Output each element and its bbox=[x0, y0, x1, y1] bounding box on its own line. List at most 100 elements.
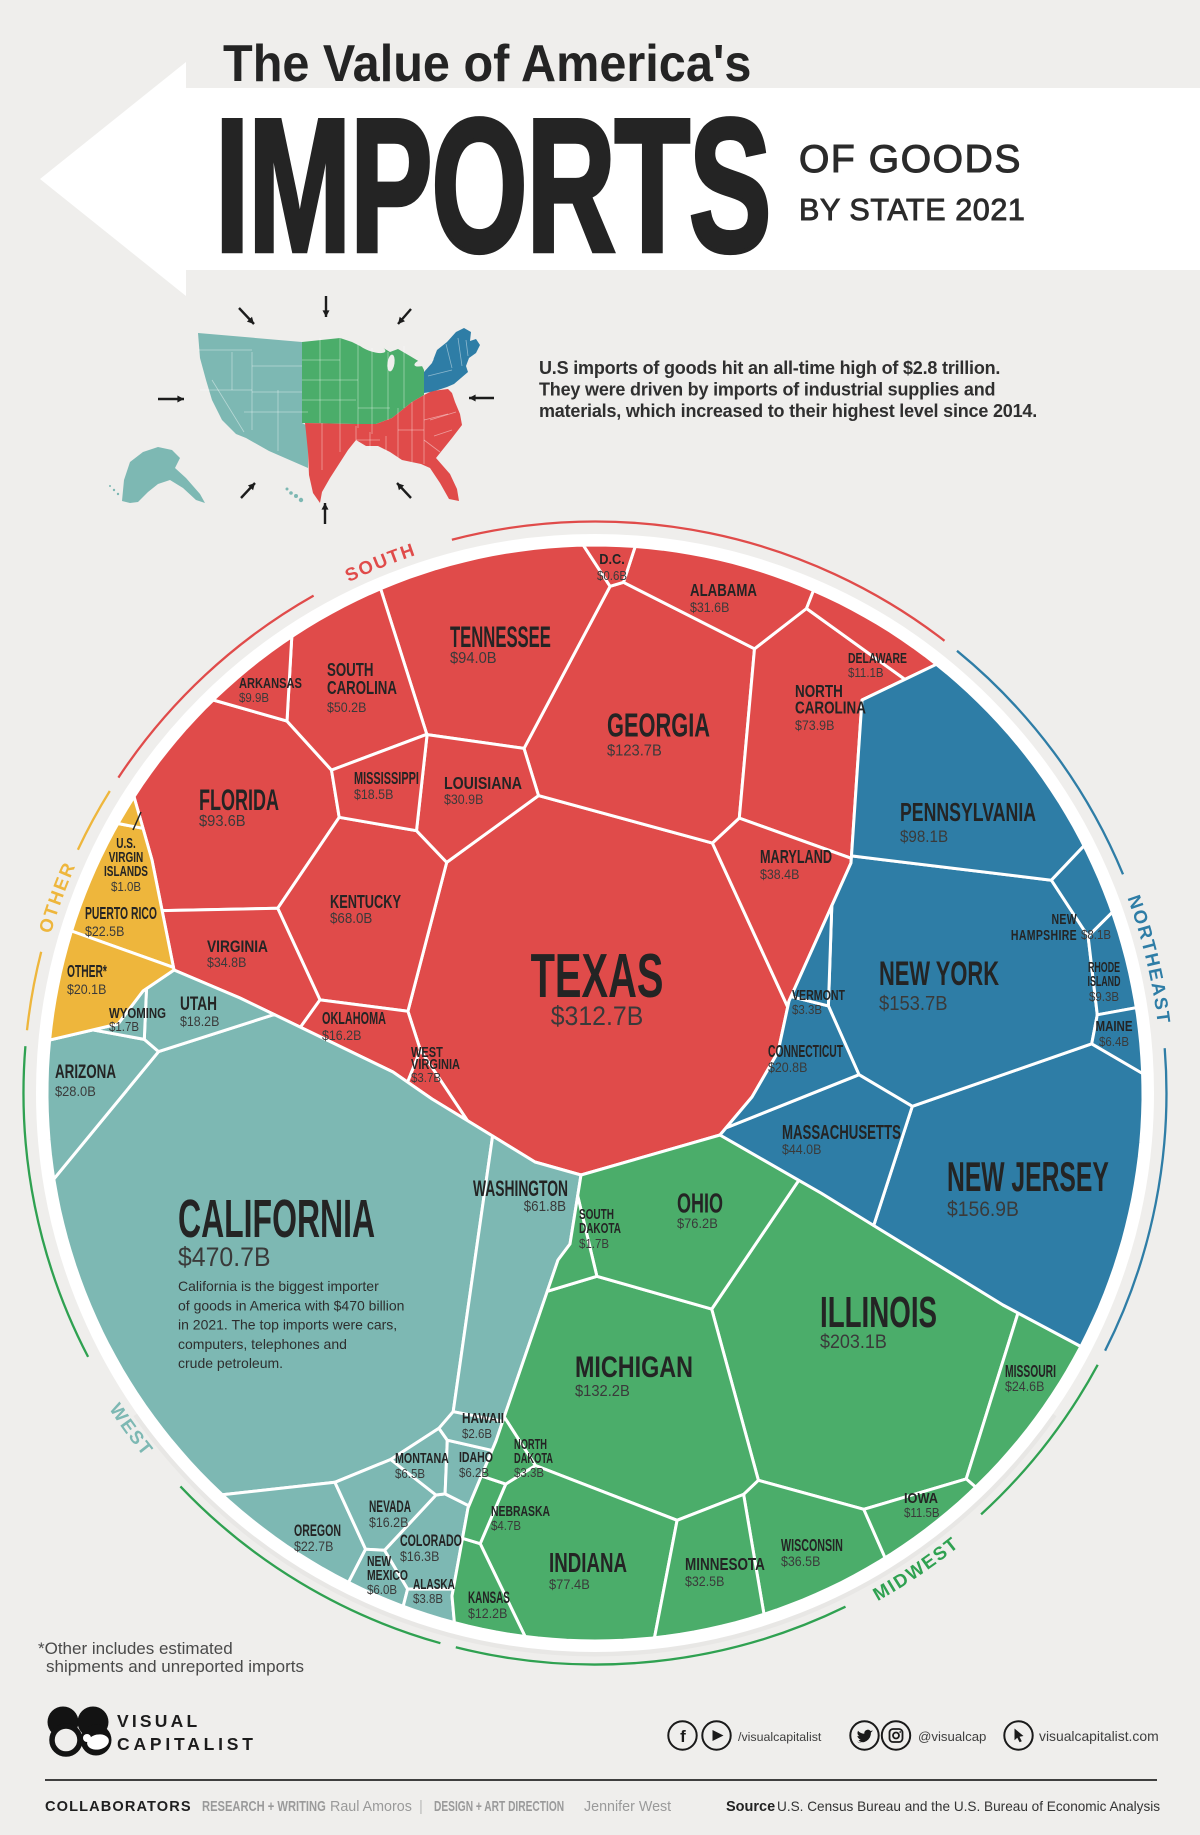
svg-text:COLORADO: COLORADO bbox=[400, 1532, 462, 1551]
svg-text:HAMPSHIRE: HAMPSHIRE bbox=[1011, 926, 1077, 943]
svg-text:Source: Source bbox=[726, 1799, 775, 1815]
svg-text:f: f bbox=[680, 1727, 686, 1746]
svg-text:visualcapitalist.com: visualcapitalist.com bbox=[1039, 1728, 1159, 1744]
svg-text:$156.9B: $156.9B bbox=[947, 1198, 1019, 1221]
svg-text:MARYLAND: MARYLAND bbox=[760, 848, 832, 868]
svg-text:VIRGINIA: VIRGINIA bbox=[207, 938, 268, 957]
svg-text:ARKANSAS: ARKANSAS bbox=[239, 674, 302, 691]
svg-text:KANSAS: KANSAS bbox=[468, 1587, 510, 1607]
svg-text:$20.1B: $20.1B bbox=[67, 982, 106, 998]
svg-text:IMPORTS: IMPORTS bbox=[215, 79, 770, 291]
svg-text:COLLABORATORS: COLLABORATORS bbox=[45, 1799, 192, 1815]
svg-text:KENTUCKY: KENTUCKY bbox=[330, 893, 401, 913]
svg-text:$0.6B: $0.6B bbox=[597, 569, 627, 584]
svg-text:WASHINGTON: WASHINGTON bbox=[473, 1176, 568, 1201]
svg-text:|: | bbox=[419, 1798, 423, 1815]
svg-text:GEORGIA: GEORGIA bbox=[607, 707, 710, 744]
svg-text:$9.9B: $9.9B bbox=[239, 691, 269, 706]
svg-text:VERMONT: VERMONT bbox=[792, 986, 845, 1003]
svg-text:NORTH: NORTH bbox=[514, 1436, 547, 1453]
svg-text:$2.6B: $2.6B bbox=[462, 1427, 492, 1442]
svg-text:$18.5B: $18.5B bbox=[354, 787, 393, 803]
svg-text:HAWAII: HAWAII bbox=[462, 1410, 504, 1427]
svg-text:$77.4B: $77.4B bbox=[549, 1577, 590, 1593]
svg-text:OTHER*: OTHER* bbox=[67, 962, 107, 982]
svg-text:$44.0B: $44.0B bbox=[782, 1142, 821, 1158]
svg-text:DELAWARE: DELAWARE bbox=[848, 649, 907, 666]
svg-text:$30.9B: $30.9B bbox=[444, 792, 483, 808]
svg-text:$153.7B: $153.7B bbox=[879, 993, 948, 1015]
svg-text:NORTH: NORTH bbox=[795, 682, 843, 701]
svg-text:VIRGIN: VIRGIN bbox=[109, 848, 144, 866]
svg-text:of goods in America with $470: of goods in America with $470 billion bbox=[178, 1297, 404, 1313]
svg-text:ARIZONA: ARIZONA bbox=[55, 1061, 116, 1083]
svg-text:$470.7B: $470.7B bbox=[178, 1243, 271, 1272]
svg-text:ALABAMA: ALABAMA bbox=[690, 581, 757, 600]
svg-text:$34.8B: $34.8B bbox=[207, 955, 246, 971]
svg-text:OF GOODS: OF GOODS bbox=[799, 138, 1022, 181]
svg-text:LOUISIANA: LOUISIANA bbox=[444, 773, 522, 793]
svg-text:$16.2B: $16.2B bbox=[369, 1515, 408, 1531]
svg-text:materials, which increased to: materials, which increased to their high… bbox=[539, 401, 1037, 421]
svg-text:in 2021. The top imports were: in 2021. The top imports were cars, bbox=[178, 1317, 397, 1333]
svg-text:$61.8B: $61.8B bbox=[524, 1197, 566, 1214]
svg-text:$98.1B: $98.1B bbox=[900, 828, 948, 846]
svg-text:$8.1B: $8.1B bbox=[1081, 928, 1111, 943]
svg-text:$76.2B: $76.2B bbox=[677, 1216, 718, 1232]
svg-text:$38.4B: $38.4B bbox=[760, 867, 799, 883]
svg-text:$312.7B: $312.7B bbox=[551, 1002, 644, 1031]
svg-text:$1.7B: $1.7B bbox=[109, 1020, 139, 1035]
svg-text:MAINE: MAINE bbox=[1095, 1018, 1132, 1035]
svg-text:NEW JERSEY: NEW JERSEY bbox=[947, 1155, 1109, 1201]
svg-text:CAPITALIST: CAPITALIST bbox=[117, 1734, 257, 1754]
svg-text:$6.4B: $6.4B bbox=[1099, 1035, 1129, 1050]
svg-text:VIRGINIA: VIRGINIA bbox=[411, 1055, 460, 1072]
svg-text:$11.5B: $11.5B bbox=[904, 1506, 940, 1521]
svg-text:MONTANA: MONTANA bbox=[395, 1449, 449, 1466]
svg-text:PENNSYLVANIA: PENNSYLVANIA bbox=[900, 798, 1036, 827]
svg-text:$22.7B: $22.7B bbox=[294, 1539, 333, 1555]
svg-text:WYOMING: WYOMING bbox=[109, 1004, 166, 1021]
svg-text:$20.8B: $20.8B bbox=[768, 1060, 807, 1076]
svg-text:MISSISSIPPI: MISSISSIPPI bbox=[354, 769, 419, 788]
svg-text:$3.7B: $3.7B bbox=[411, 1071, 441, 1086]
svg-text:NEBRASKA: NEBRASKA bbox=[491, 1502, 550, 1519]
svg-text:SOUTH: SOUTH bbox=[327, 661, 373, 680]
svg-text:shipments and unreported impor: shipments and unreported imports bbox=[46, 1657, 304, 1676]
svg-text:$16.2B: $16.2B bbox=[322, 1028, 361, 1044]
svg-text:MINNESOTA: MINNESOTA bbox=[685, 1555, 765, 1574]
svg-text:ILLINOIS: ILLINOIS bbox=[820, 1288, 937, 1337]
svg-text:IDAHO: IDAHO bbox=[459, 1448, 493, 1465]
svg-text:$32.5B: $32.5B bbox=[685, 1574, 724, 1590]
svg-text:$6.0B: $6.0B bbox=[367, 1583, 397, 1598]
svg-text:MISSOURI: MISSOURI bbox=[1005, 1362, 1056, 1382]
svg-text:$22.5B: $22.5B bbox=[85, 924, 124, 940]
svg-text:OKLAHOMA: OKLAHOMA bbox=[322, 1009, 386, 1028]
svg-text:$1.0B: $1.0B bbox=[111, 880, 141, 895]
svg-text:UTAH: UTAH bbox=[180, 993, 217, 1015]
svg-text:MASSACHUSETTS: MASSACHUSETTS bbox=[782, 1121, 901, 1143]
svg-text:$132.2B: $132.2B bbox=[575, 1382, 630, 1400]
svg-text:$3.3B: $3.3B bbox=[792, 1003, 822, 1018]
svg-text:$4.7B: $4.7B bbox=[491, 1519, 521, 1534]
svg-text:Jennifer West: Jennifer West bbox=[584, 1799, 671, 1815]
svg-text:SOUTH: SOUTH bbox=[579, 1205, 614, 1223]
svg-text:U.S.: U.S. bbox=[116, 834, 135, 852]
svg-text:RHODE: RHODE bbox=[1088, 959, 1120, 976]
svg-text:computers, telephones and: computers, telephones and bbox=[178, 1336, 347, 1352]
svg-text:PUERTO RICO: PUERTO RICO bbox=[85, 904, 157, 924]
svg-text:$93.6B: $93.6B bbox=[199, 812, 246, 830]
svg-text:U.S. Census Bureau and the U.S: U.S. Census Bureau and the U.S. Bureau o… bbox=[777, 1799, 1160, 1814]
svg-text:California is the biggest impo: California is the biggest importer bbox=[178, 1278, 379, 1294]
svg-text:They were driven by imports of: They were driven by imports of industria… bbox=[539, 380, 995, 400]
svg-text:CALIFORNIA: CALIFORNIA bbox=[178, 1190, 375, 1250]
svg-text:$12.2B: $12.2B bbox=[468, 1606, 507, 1622]
svg-text:$3.8B: $3.8B bbox=[413, 1592, 443, 1607]
svg-text:WEST: WEST bbox=[411, 1043, 443, 1060]
svg-text:ISLAND: ISLAND bbox=[1088, 973, 1121, 990]
svg-text:ALASKA: ALASKA bbox=[413, 1575, 455, 1593]
svg-text:DESIGN + ART DIRECTION: DESIGN + ART DIRECTION bbox=[434, 1797, 564, 1815]
svg-text:CAROLINA: CAROLINA bbox=[795, 699, 866, 718]
svg-text:WISCONSIN: WISCONSIN bbox=[781, 1536, 843, 1555]
svg-text:OHIO: OHIO bbox=[677, 1188, 723, 1219]
